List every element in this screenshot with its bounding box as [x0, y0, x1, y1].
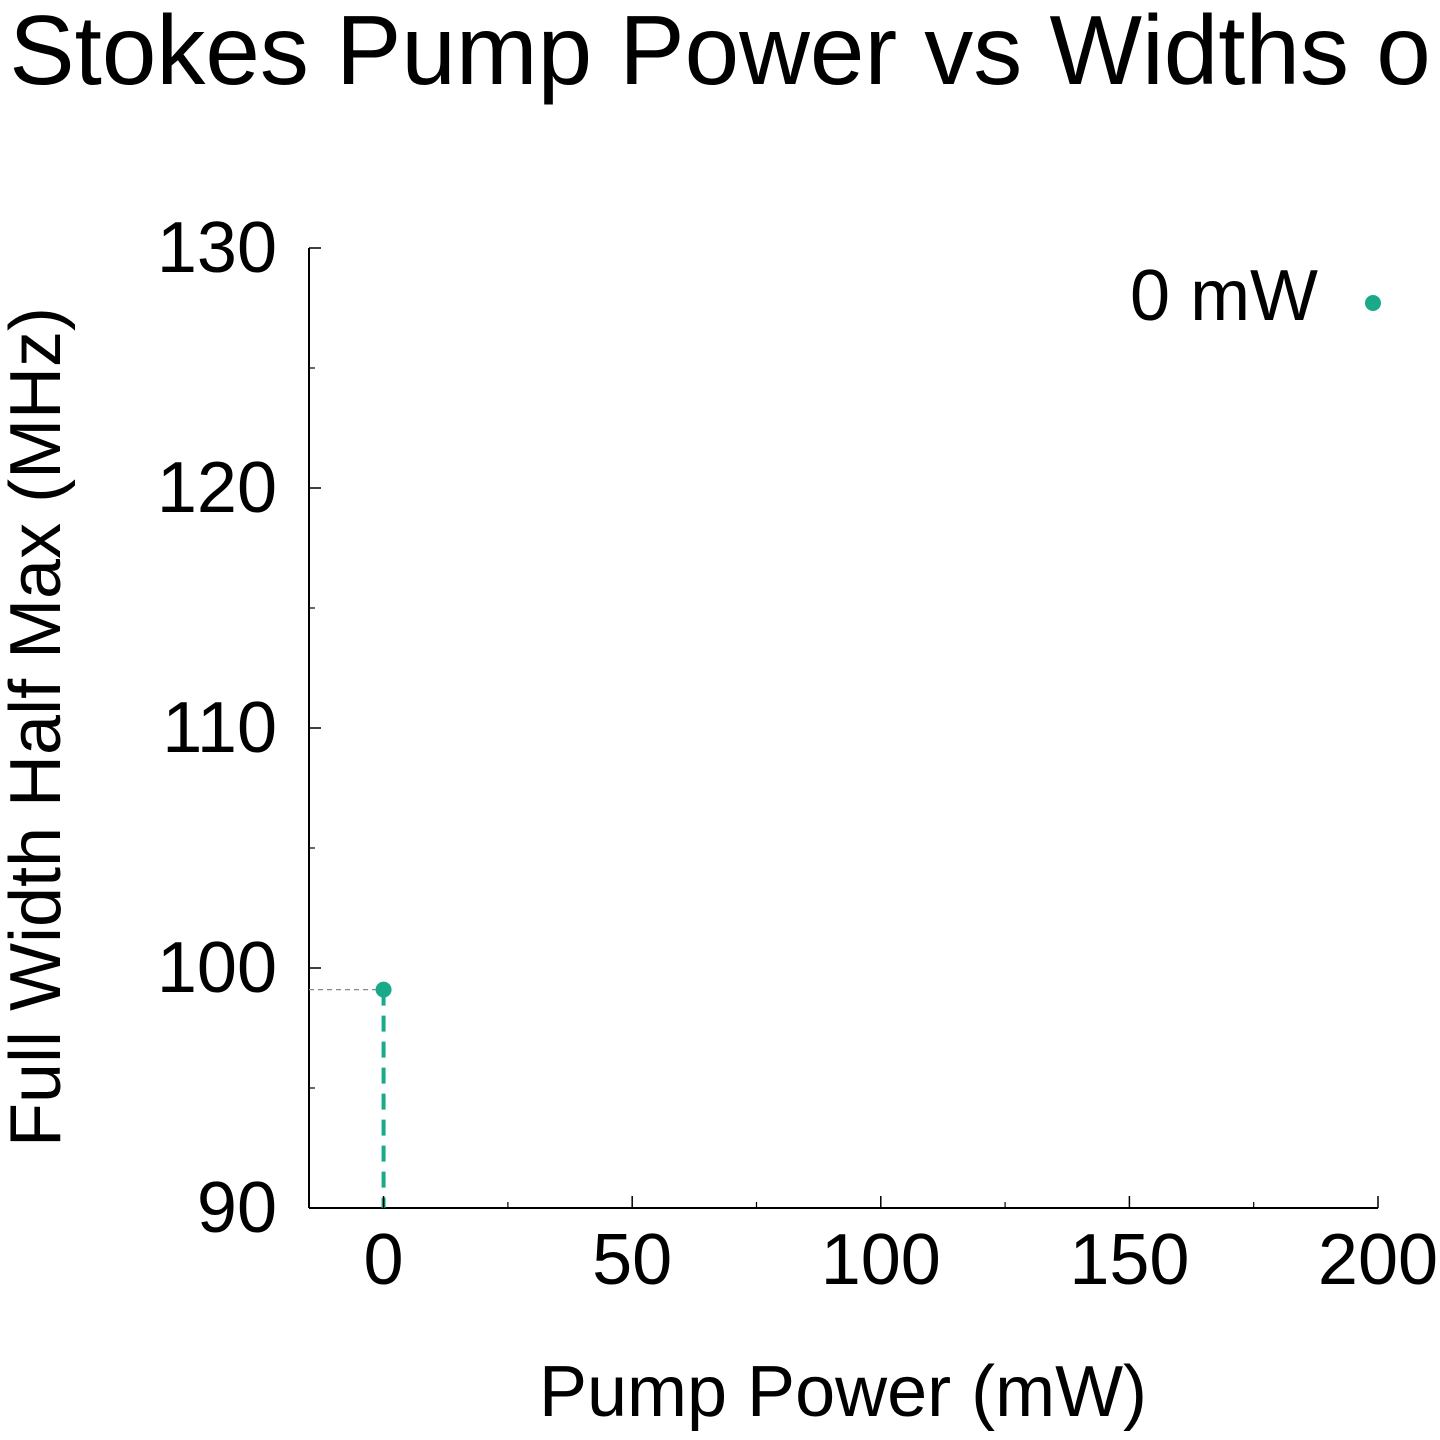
y-tick-label-130: 130: [157, 208, 277, 288]
y-tick-label-90: 90: [197, 1168, 277, 1248]
axes: [308, 248, 1378, 1209]
legend: 0 mW: [1130, 256, 1381, 336]
legend-marker-0mw: [1365, 295, 1381, 311]
x-tick-label-100: 100: [821, 1220, 941, 1300]
y-tick-label-110: 110: [162, 688, 277, 768]
tick-marks: [309, 247, 1379, 1209]
data-point: [375, 981, 392, 998]
chart-title: Stokes Pump Power vs Widths o: [9, 0, 1431, 105]
y-tick-label-100: 100: [157, 928, 277, 1008]
y-axis-label: Full Width Half Max (MHz): [0, 307, 76, 1147]
legend-label-0mw: 0 mW: [1130, 256, 1318, 336]
y-tick-label-120: 120: [157, 448, 277, 528]
x-tick-label-200: 200: [1318, 1220, 1438, 1300]
x-tick-label-150: 150: [1069, 1220, 1189, 1300]
x-axis-label: Pump Power (mW): [539, 1352, 1147, 1432]
x-tick-label-0: 0: [364, 1220, 404, 1300]
tick-labels: 90 100 110 120 130 0 50 100 150 200: [157, 208, 1438, 1300]
guide-lines: [309, 988, 386, 1208]
x-tick-label-50: 50: [592, 1220, 672, 1300]
data-points: [375, 981, 392, 998]
